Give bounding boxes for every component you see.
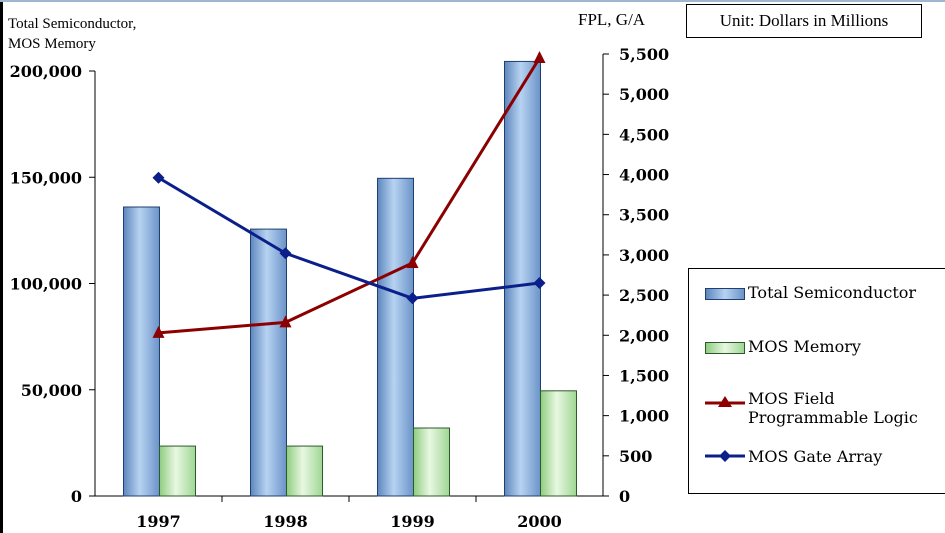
left-tick-label: 0 [71, 487, 82, 506]
right-tick-label: 1,000 [619, 407, 669, 426]
legend-swatch-blue-diamond-line [705, 450, 745, 462]
right-tick-label: 0 [619, 487, 630, 506]
right-tick-label: 5,000 [619, 85, 669, 104]
left-tick-label: 100,000 [10, 275, 82, 294]
line-mos-gate-array [157, 176, 540, 300]
bar-mos-memory [540, 390, 577, 497]
legend-label-mos-gate-array: MOS Gate Array [748, 447, 883, 466]
legend-swatch-green-bar [705, 342, 745, 354]
right-tick-label: 3,500 [619, 206, 669, 225]
left-tick-label: 150,000 [10, 168, 82, 187]
right-tick-label: 4,000 [619, 166, 669, 185]
left-axis-title: Total Semiconductor, MOS Memory [8, 16, 137, 52]
left-tick-label: 200,000 [10, 62, 82, 81]
right-tick-label: 1,500 [619, 366, 669, 385]
bar-total-semiconductor [250, 228, 287, 497]
bar-mos-memory [286, 445, 323, 497]
right-tick-label: 5,500 [619, 45, 669, 64]
right-tick-label: 500 [619, 447, 652, 466]
x-tick-label: 1997 [136, 512, 181, 531]
right-tick-label: 2,500 [619, 286, 669, 305]
point-mos-gate-array-diamond [279, 247, 292, 260]
point-mos-gate-array-diamond [406, 292, 419, 305]
right-tick-label: 2,000 [619, 326, 669, 345]
left-tick-label: 50,000 [21, 381, 82, 400]
line-mos-field-programmable-logic [158, 57, 541, 335]
point-mos-fpl-triangle [533, 51, 546, 64]
legend-swatch-red-triangle-line [705, 396, 745, 407]
legend: Total Semiconductor MOS Memory MOS Field… [688, 268, 945, 494]
x-tick-label: 1999 [390, 512, 435, 531]
legend-label-total-semiconductor: Total Semiconductor [748, 283, 917, 302]
point-mos-fpl-triangle [152, 325, 165, 338]
right-tick-label: 3,000 [619, 246, 669, 265]
point-mos-gate-array-diamond [533, 277, 546, 290]
right-axis-title: FPL, G/A [578, 10, 646, 29]
legend-label-mos-memory: MOS Memory [748, 337, 861, 356]
x-tick-label: 2000 [517, 512, 562, 531]
bar-total-semiconductor [504, 60, 541, 497]
point-mos-fpl-triangle [406, 255, 419, 268]
top-edge-line [0, 0, 945, 2]
legend-label-mos-fpl: MOS Field Programmable Logic [748, 389, 918, 427]
bar-mos-memory [159, 445, 196, 497]
point-mos-gate-array-diamond [152, 171, 165, 184]
right-tick-label: 4,500 [619, 125, 669, 144]
unit-label: Unit: Dollars in Millions [686, 4, 922, 38]
left-edge-line [0, 0, 3, 533]
legend-swatch-blue-bar [705, 288, 745, 300]
point-mos-fpl-triangle [279, 315, 292, 328]
bar-mos-memory [413, 427, 450, 497]
bar-total-semiconductor [123, 206, 160, 497]
bar-total-semiconductor [377, 177, 414, 497]
x-tick-label: 1998 [263, 512, 308, 531]
